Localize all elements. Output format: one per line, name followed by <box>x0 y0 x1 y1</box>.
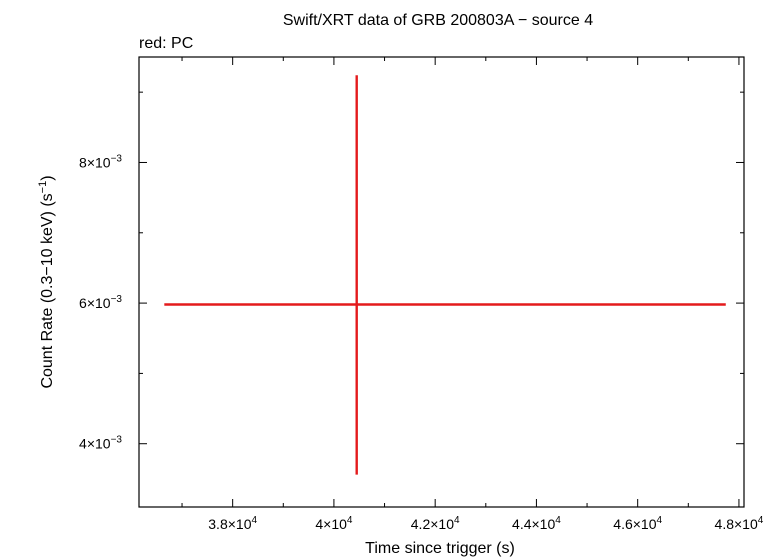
x-tick-label: 4.4×104 <box>512 515 561 532</box>
y-axis-ticks: 4×10−3 6×10−3 8×10−3 <box>79 91 744 452</box>
x-axis-label: Time since trigger (s) <box>365 540 515 557</box>
y-tick-label: 4×10−3 <box>79 435 122 452</box>
chart-subtitle: red: PC <box>139 35 193 52</box>
chart-title: Swift/XRT data of GRB 200803A − source 4 <box>283 12 593 29</box>
x-tick-label: 4×104 <box>315 515 353 532</box>
y-tick-label: 6×10−3 <box>79 294 122 311</box>
y-tick-label: 8×10−3 <box>79 153 122 170</box>
x-tick-label: 3.8×104 <box>208 515 257 532</box>
plot-frame <box>138 56 745 508</box>
plot-area-border <box>138 56 745 508</box>
series-layer <box>164 75 726 475</box>
x-axis-ticks: 3.8×104 4×104 4.2×104 4.4×104 4.6×104 4.8×104 <box>181 57 764 532</box>
x-tick-label: 4.8×104 <box>715 515 764 532</box>
x-tick-label: 4.6×104 <box>613 515 662 532</box>
y-axis-label: Count Rate (0.3−10 keV) (s−1) <box>37 175 56 388</box>
x-tick-label: 4.2×104 <box>411 515 460 532</box>
